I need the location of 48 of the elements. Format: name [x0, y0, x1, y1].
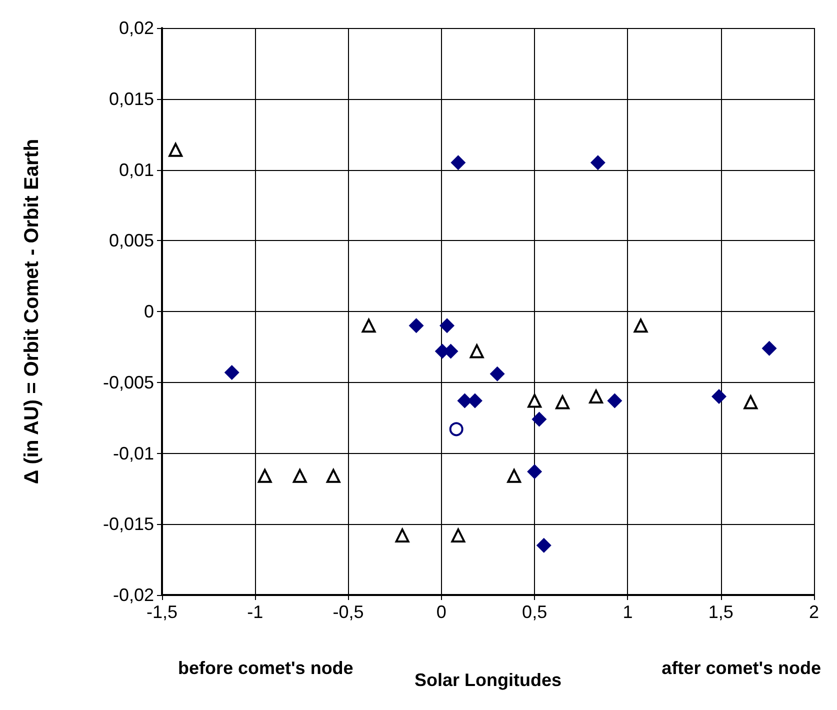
x-tick-label: -0,5 — [332, 602, 364, 622]
point — [556, 395, 570, 410]
x-tick-label: -1 — [247, 602, 264, 622]
point — [536, 538, 552, 553]
point — [224, 364, 240, 380]
point — [168, 142, 183, 157]
text: before comet's node — [178, 658, 354, 678]
x-tick-label: 0,5 — [522, 602, 548, 622]
point — [528, 394, 542, 408]
y-tick-label: 0,01 — [118, 160, 154, 180]
point — [527, 464, 542, 480]
point — [451, 528, 466, 542]
y-tick-label: 0,02 — [118, 18, 154, 38]
x-tick-label: 2 — [808, 602, 820, 622]
y-tick-label: 0,015 — [108, 88, 154, 109]
x-tick-label: -1,5 — [146, 602, 178, 622]
y-tick-label: 0,005 — [108, 230, 154, 251]
point — [490, 366, 505, 382]
point — [711, 389, 726, 404]
point — [326, 468, 340, 483]
point — [634, 318, 648, 333]
point — [292, 468, 307, 483]
point — [507, 468, 522, 483]
y-tick-label: -0,005 — [102, 372, 154, 392]
y-tick-label: -0,01 — [112, 443, 154, 464]
point — [395, 528, 410, 542]
point — [589, 390, 604, 404]
text: after comet's node — [662, 658, 822, 678]
point — [258, 468, 272, 483]
y-tick-label: 0 — [144, 302, 154, 322]
point — [590, 155, 606, 170]
x-tick-label: 0 — [436, 602, 446, 622]
x-axis-title: Solar Longitudes — [414, 670, 562, 690]
point — [450, 155, 466, 170]
x-tick-label: 1,5 — [708, 602, 734, 622]
point — [532, 412, 547, 427]
point — [408, 318, 424, 334]
y-tick-label: -0,02 — [112, 585, 154, 605]
point — [762, 340, 777, 356]
point — [470, 344, 484, 358]
x-tick-label: 1 — [622, 602, 633, 622]
point — [744, 395, 758, 410]
point — [607, 393, 622, 408]
y-tick-label: -0,015 — [102, 514, 154, 534]
point — [449, 422, 464, 436]
point — [440, 318, 455, 334]
y-axis-title: Δ (in AU) = Orbit Comet - Orbit Earth — [21, 138, 43, 484]
point — [362, 318, 376, 333]
